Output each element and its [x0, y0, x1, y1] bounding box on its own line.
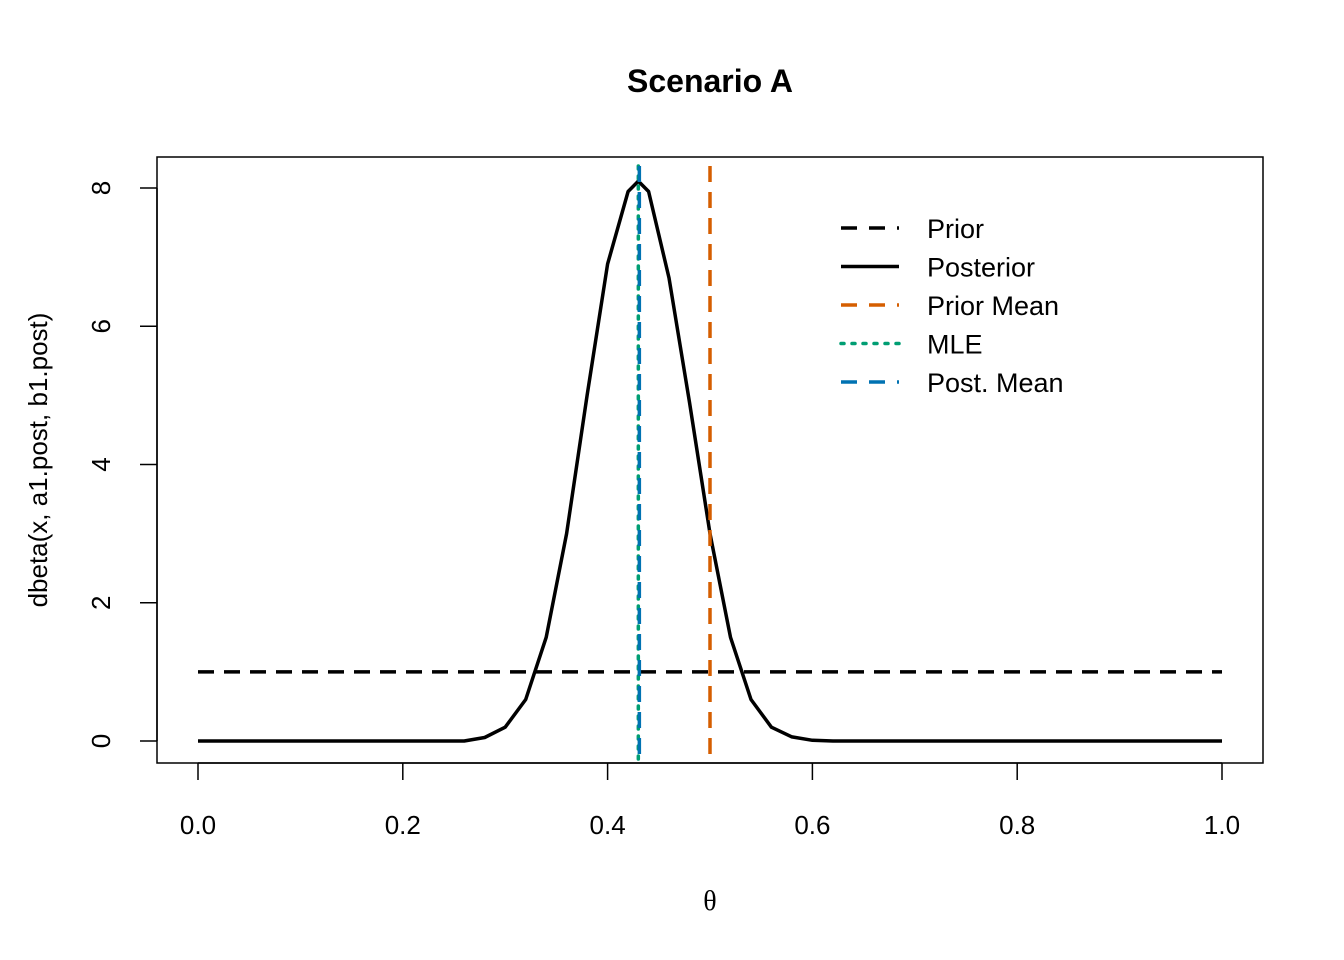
- y-tick-label: 2: [86, 596, 116, 610]
- chart-title: Scenario A: [627, 63, 793, 99]
- legend-label: Prior Mean: [927, 291, 1059, 321]
- x-tick-label: 0.0: [180, 810, 216, 840]
- x-tick-label: 0.6: [794, 810, 830, 840]
- x-tick-label: 0.8: [999, 810, 1035, 840]
- y-tick-label: 4: [86, 457, 116, 471]
- x-axis-label: θ: [703, 886, 716, 917]
- legend: Prior Posterior Prior Mean MLE Post. Mean: [839, 214, 1064, 398]
- legend-label: MLE: [927, 330, 983, 360]
- legend-label: Post. Mean: [927, 368, 1064, 398]
- x-axis: 0.0 0.2 0.4 0.6 0.8 1.0: [180, 762, 1240, 840]
- y-tick-label: 8: [86, 181, 116, 195]
- legend-label: Posterior: [927, 253, 1035, 283]
- x-tick-label: 0.2: [385, 810, 421, 840]
- y-axis: 0 2 4 6 8: [86, 181, 158, 748]
- legend-label: Prior: [927, 214, 984, 244]
- y-tick-label: 0: [86, 734, 116, 748]
- series-posterior-line: [198, 179, 1222, 743]
- y-tick-label: 6: [86, 319, 116, 333]
- x-tick-label: 0.4: [590, 810, 626, 840]
- x-tick-label: 1.0: [1204, 810, 1240, 840]
- plot-area: [198, 164, 1222, 765]
- y-axis-label: dbeta(x, a1.post, b1.post): [23, 313, 53, 608]
